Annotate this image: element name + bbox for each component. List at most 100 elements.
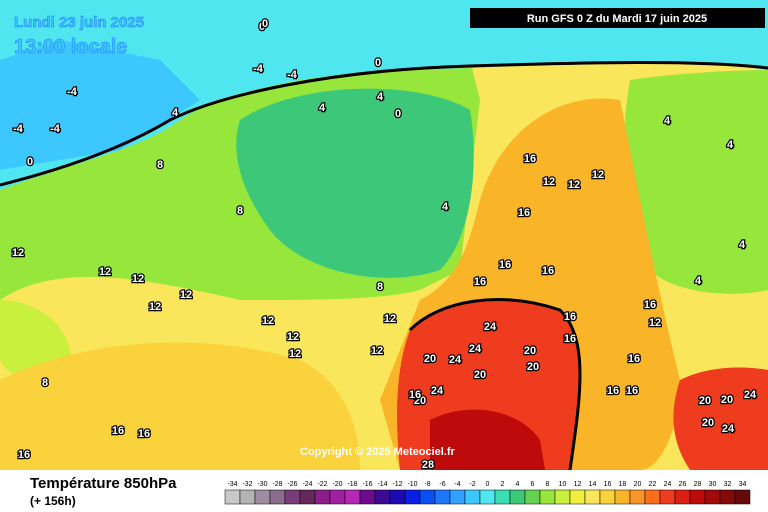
contour-label: 0 bbox=[395, 108, 401, 120]
contour-label: 16 bbox=[474, 276, 486, 288]
legend-swatch bbox=[554, 489, 571, 505]
contour-label: 16 bbox=[564, 333, 576, 345]
contour-label: 12 bbox=[132, 273, 144, 285]
contour-label: 12 bbox=[384, 313, 396, 325]
contour-label: 12 bbox=[149, 301, 161, 313]
legend-swatch bbox=[719, 489, 736, 505]
legend-swatch bbox=[479, 489, 496, 505]
legend-swatch bbox=[689, 489, 706, 505]
legend-label: 32 bbox=[724, 481, 732, 488]
legend-swatch bbox=[449, 489, 466, 505]
legend-label: -20 bbox=[332, 481, 342, 488]
legend-label: 22 bbox=[649, 481, 657, 488]
legend-swatch bbox=[329, 489, 346, 505]
legend-swatch bbox=[254, 489, 271, 505]
legend-swatch bbox=[344, 489, 361, 505]
legend-label: -10 bbox=[407, 481, 417, 488]
run-label: Run GFS 0 Z du Mardi 17 juin 2025 bbox=[527, 13, 707, 25]
legend-label: -18 bbox=[347, 481, 357, 488]
contour-label: 16 bbox=[564, 311, 576, 323]
legend-label: -16 bbox=[362, 481, 372, 488]
legend-label: 14 bbox=[589, 481, 597, 488]
legend-swatch bbox=[464, 489, 481, 505]
contour-label: 16 bbox=[499, 259, 511, 271]
legend-label: 16 bbox=[604, 481, 612, 488]
contour-label: 16 bbox=[542, 265, 554, 277]
legend-label: 2 bbox=[501, 481, 505, 488]
legend-swatch bbox=[614, 489, 631, 505]
contour-label: 0 bbox=[259, 21, 265, 33]
legend-swatch bbox=[434, 489, 451, 505]
legend-swatch bbox=[359, 489, 376, 505]
contour-label: 20 bbox=[474, 369, 486, 381]
legend-label: -32 bbox=[242, 481, 252, 488]
legend-label: 26 bbox=[679, 481, 687, 488]
contour-label: -4 bbox=[287, 69, 298, 81]
legend-label: 30 bbox=[709, 481, 717, 488]
contour-label: 20 bbox=[424, 353, 436, 365]
legend-swatch bbox=[734, 489, 751, 505]
contour-label: 12 bbox=[592, 169, 604, 181]
contour-label: -4 bbox=[67, 86, 78, 98]
legend-swatch bbox=[704, 489, 721, 505]
temp-zone-m4 bbox=[0, 40, 200, 170]
footer-title: Température 850hPa bbox=[30, 475, 177, 492]
contour-label: 16 bbox=[607, 385, 619, 397]
contour-label: 8 bbox=[237, 205, 243, 217]
legend-swatch bbox=[524, 489, 541, 505]
legend-swatch bbox=[659, 489, 676, 505]
contour-label: 20 bbox=[524, 345, 536, 357]
legend-label: 12 bbox=[574, 481, 582, 488]
legend-label: -22 bbox=[317, 481, 327, 488]
legend-label: -28 bbox=[272, 481, 282, 488]
legend-label: 8 bbox=[546, 481, 550, 488]
isotherm-24 bbox=[408, 298, 582, 471]
contour-label: 24 bbox=[449, 354, 462, 366]
run-box bbox=[470, 8, 765, 28]
time-label: 13:00 locale bbox=[14, 36, 127, 58]
contour-label: 12 bbox=[262, 315, 274, 327]
legend-swatch bbox=[269, 489, 286, 505]
contour-label: 20 bbox=[702, 417, 714, 429]
contour-label: 4 bbox=[739, 239, 746, 251]
legend-swatch bbox=[539, 489, 556, 505]
contour-label: -4 bbox=[253, 63, 264, 75]
legend-label: -14 bbox=[377, 481, 387, 488]
legend-label: -6 bbox=[439, 481, 445, 488]
contour-label: 24 bbox=[744, 389, 757, 401]
temp-zone-0 bbox=[0, 0, 768, 190]
contour-label: 16 bbox=[518, 207, 530, 219]
contour-label: 4 bbox=[664, 115, 671, 127]
date-label: Lundi 23 juin 2025 bbox=[14, 14, 144, 31]
footer-lead: (+ 156h) bbox=[30, 494, 76, 508]
legend-swatch bbox=[374, 489, 391, 505]
legend-label: 24 bbox=[664, 481, 672, 488]
legend-label: -30 bbox=[257, 481, 267, 488]
legend-swatch bbox=[314, 489, 331, 505]
contour-label: 24 bbox=[431, 385, 444, 397]
contour-label: 20 bbox=[527, 361, 539, 373]
contour-label: 0 bbox=[375, 57, 381, 69]
contour-label: 8 bbox=[42, 377, 48, 389]
legend-label: -34 bbox=[227, 481, 237, 488]
legend-swatch bbox=[569, 489, 586, 505]
contour-label: -4 bbox=[13, 123, 24, 135]
temp-zone-28 bbox=[430, 409, 545, 470]
contour-label: 4 bbox=[319, 102, 326, 114]
contour-label: 12 bbox=[371, 345, 383, 357]
legend-label: -8 bbox=[424, 481, 430, 488]
legend-swatch bbox=[299, 489, 316, 505]
legend-label: -26 bbox=[287, 481, 297, 488]
contour-label: 4 bbox=[377, 91, 384, 103]
contour-label: 12 bbox=[568, 179, 580, 191]
contour-label: 8 bbox=[377, 281, 383, 293]
legend-label: 0 bbox=[486, 481, 490, 488]
contour-label: 12 bbox=[543, 176, 555, 188]
legend-label: 6 bbox=[531, 481, 535, 488]
legend-label: -24 bbox=[302, 481, 312, 488]
contour-label: 4 bbox=[442, 201, 449, 213]
legend-swatch bbox=[599, 489, 616, 505]
contour-label: 20 bbox=[414, 395, 426, 407]
contour-label: 16 bbox=[18, 449, 30, 461]
legend-label: 18 bbox=[619, 481, 627, 488]
